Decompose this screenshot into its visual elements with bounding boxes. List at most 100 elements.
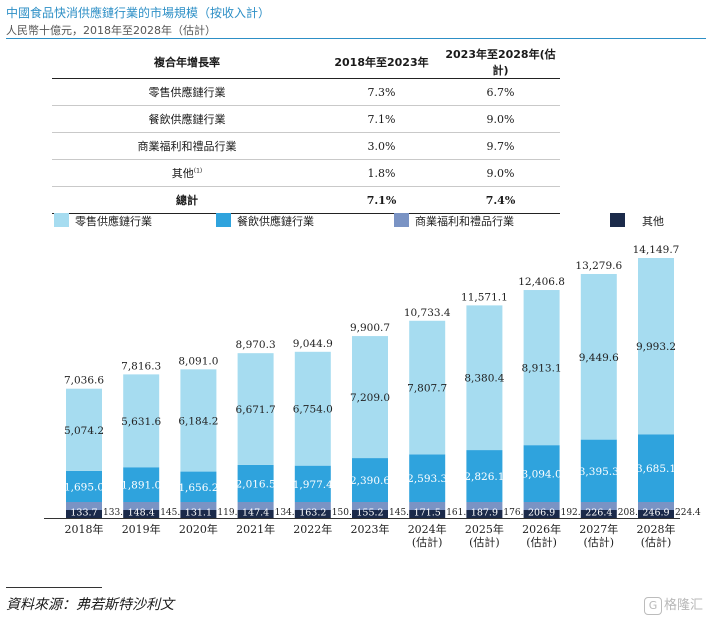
other-value-label: 133.7 — [70, 508, 97, 519]
cagr-header-period2: 2023年至2028年(估計) — [441, 46, 560, 79]
total-label: 10,733.4 — [404, 307, 451, 319]
cagr-row-value2: 9.7% — [441, 132, 560, 160]
other-value-label: 147.4 — [242, 508, 269, 519]
welfare-value-label: 133.8 — [103, 508, 129, 518]
bar-other — [294, 510, 331, 518]
cagr-total-value2: 7.4% — [441, 186, 560, 214]
bar-other — [180, 510, 217, 518]
x-tick-label: (估計) — [469, 535, 500, 549]
bar-retail — [294, 351, 331, 466]
cagr-table: 複合年增長率 2018年至2023年 2023年至2028年(估計) 零售供應鏈… — [52, 46, 560, 214]
legend-swatch — [394, 213, 409, 227]
title-divider — [6, 38, 706, 39]
bar-welfare — [580, 502, 617, 510]
bar-other — [409, 510, 446, 518]
bar-welfare — [123, 502, 160, 510]
catering-value-label: 3,094.0 — [522, 469, 562, 481]
welfare-value-label: 192.8 — [561, 508, 587, 518]
other-value-label: 163.2 — [299, 508, 326, 519]
bar-welfare — [237, 502, 274, 510]
chart-title: 中國食品快消供應鏈行業的市場規模（按收入計） — [6, 6, 271, 20]
bar-retail — [123, 374, 160, 468]
x-tick-label: (估計) — [584, 535, 615, 549]
bar-welfare — [352, 502, 388, 510]
other-value-label: 171.5 — [414, 508, 441, 519]
total-label: 11,571.1 — [461, 291, 508, 303]
retail-value-label: 8,380.4 — [464, 373, 504, 385]
total-label: 14,149.7 — [633, 244, 680, 256]
bar-welfare — [66, 502, 102, 510]
welfare-value-label: 134.7 — [275, 508, 301, 518]
retail-value-label: 5,074.2 — [64, 425, 104, 437]
welfare-value-label: 145.3 — [160, 508, 186, 518]
cagr-row-value2: 6.7% — [441, 78, 560, 106]
other-value-label: 131.1 — [185, 508, 212, 519]
total-label: 7,036.6 — [64, 375, 104, 387]
legend-label: 其他 — [642, 215, 664, 228]
welfare-value-label: 150.4 — [332, 508, 358, 518]
other-value-label: 187.9 — [471, 508, 498, 519]
cagr-row-value1: 7.3% — [322, 78, 441, 106]
bar-retail — [237, 353, 274, 465]
catering-value-label: 2,390.6 — [350, 475, 390, 487]
welfare-value-label: 161.0 — [446, 508, 472, 518]
bar-catering — [580, 439, 617, 502]
cagr-row-label: 餐飲供應鏈行業 — [52, 105, 322, 133]
cagr-total-value1: 7.1% — [322, 186, 441, 214]
total-label: 8,970.3 — [236, 339, 276, 351]
total-label: 9,044.9 — [293, 338, 333, 350]
welfare-value-label: 145.9 — [389, 508, 415, 518]
x-tick-label: 2022年 — [293, 522, 332, 536]
cagr-row-value1: 3.0% — [322, 132, 441, 160]
bar-other — [123, 510, 160, 518]
cagr-row-label-text: 其他 — [171, 167, 194, 180]
x-tick-label: 2023年 — [351, 522, 390, 536]
bar-retail — [352, 336, 388, 459]
total-label: 9,900.7 — [350, 322, 390, 334]
other-value-label: 226.4 — [585, 508, 612, 519]
retail-value-label: 6,754.0 — [293, 404, 333, 416]
bar-catering — [638, 434, 674, 502]
bar-catering — [66, 470, 102, 502]
watermark-logo: G 格隆汇 — [644, 594, 703, 615]
bar-retail — [66, 388, 102, 471]
logo-text: 格隆汇 — [664, 598, 704, 613]
welfare-value-label: 208.3 — [618, 508, 644, 518]
bar-retail — [466, 305, 503, 451]
cagr-row-value2: 9.0% — [441, 159, 560, 187]
bar-catering — [409, 454, 446, 502]
stacked-bar-chart: 零售供應鏈行業 餐飲供應鏈行業 商業福利和禮品行業 其他 7,036.6 5,074.2 1… — [44, 213, 701, 549]
cagr-row-label: 其他(1) — [52, 159, 322, 187]
total-label: 13,279.6 — [575, 260, 622, 272]
footnote-marker: (1) — [193, 167, 203, 175]
cagr-row: 其他(1) 1.8% 9.0% — [52, 159, 560, 187]
cagr-total-label: 總計 — [52, 186, 322, 214]
legend-label: 餐飲供應鏈行業 — [237, 214, 314, 228]
cagr-row-value1: 7.1% — [322, 105, 441, 133]
x-tick-label: 2028年 — [637, 522, 676, 536]
bar-other — [66, 510, 102, 518]
bar-catering — [180, 471, 217, 502]
catering-value-label: 2,016.5 — [236, 478, 276, 490]
x-tick-label: (估計) — [526, 535, 557, 549]
logo-icon: G — [644, 597, 662, 615]
bar-retail — [638, 258, 674, 435]
retail-value-label: 9,993.2 — [636, 341, 676, 353]
chart-subtitle: 人民幣十億元，2018年至2028年（估計） — [6, 24, 216, 37]
bar-welfare — [409, 502, 446, 510]
bar-other — [523, 510, 560, 518]
cagr-header-label: 複合年增長率 — [52, 46, 322, 79]
retail-value-label: 9,449.6 — [579, 352, 619, 364]
catering-value-label: 2,826.1 — [464, 471, 504, 483]
other-value-label: 206.9 — [528, 508, 555, 519]
catering-value-label: 2,593.3 — [407, 473, 447, 485]
total-label: 7,816.3 — [121, 360, 161, 372]
cagr-row-value2: 9.0% — [441, 105, 560, 133]
bar-catering — [466, 450, 503, 502]
legend-swatch — [610, 213, 625, 227]
retail-value-label: 6,671.7 — [236, 404, 276, 416]
bar-welfare — [523, 502, 560, 510]
other-value-label: 148.4 — [128, 508, 155, 519]
catering-value-label: 1,891.0 — [121, 480, 161, 492]
bar-welfare — [638, 502, 674, 510]
